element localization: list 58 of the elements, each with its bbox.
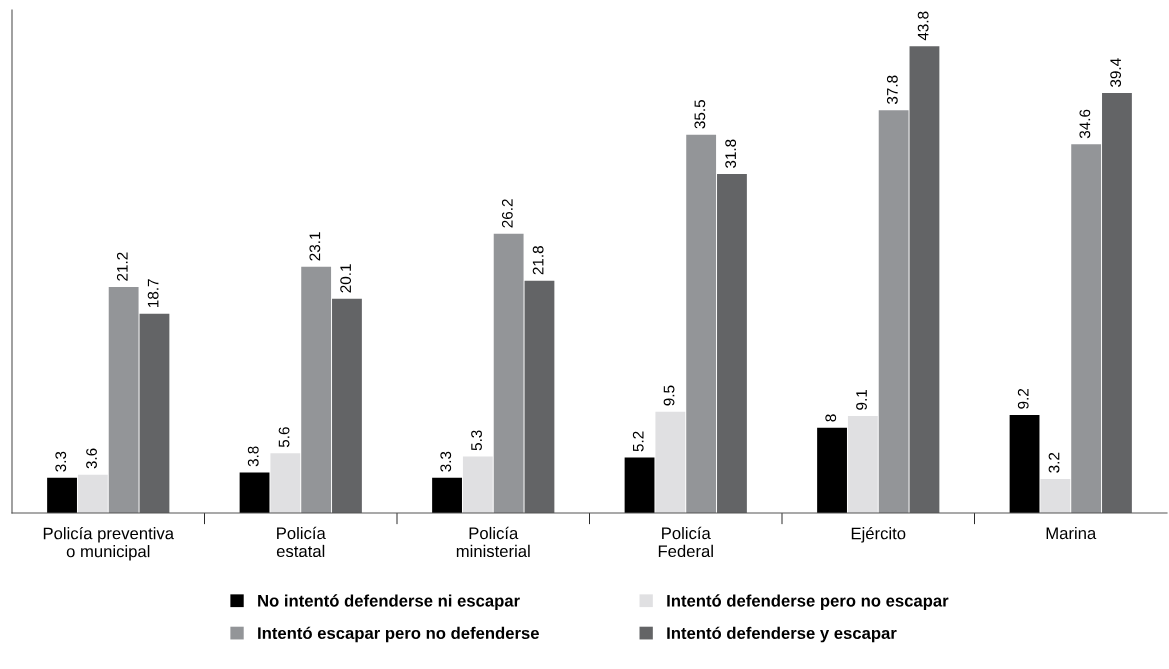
- legend-label: No intentó defenderse ni escapar: [258, 594, 520, 610]
- legend-label: Intentó escapar pero no defenderse: [258, 626, 539, 643]
- data-label: 9.1: [856, 389, 867, 410]
- bar: [493, 233, 524, 513]
- data-label: 34.6: [1079, 109, 1091, 139]
- bar: [77, 474, 108, 513]
- bar: [686, 134, 717, 513]
- data-label: 3.8: [247, 446, 259, 467]
- x-tick-label: Policía preventiva o municipal: [43, 526, 175, 561]
- bar: [332, 298, 362, 513]
- x-tick-label: Policía estatal: [276, 526, 326, 558]
- bar: [1102, 93, 1132, 513]
- data-label: 5.6: [278, 427, 290, 448]
- x-tick-label: Policía Federal: [658, 526, 713, 558]
- bar: [108, 287, 139, 513]
- data-label: 43.8: [917, 11, 929, 41]
- x-tick-label: Ejército: [851, 526, 906, 543]
- bar: [270, 453, 301, 513]
- x-tick-label: Policía ministerial: [456, 526, 530, 558]
- bar: [1071, 144, 1102, 513]
- data-label: 18.7: [147, 279, 159, 307]
- x-tick-label: Marina: [1046, 526, 1097, 540]
- data-label: 3.6: [86, 448, 97, 469]
- data-label: 5.2: [632, 431, 644, 452]
- data-label: 31.8: [725, 139, 737, 168]
- data-label: 3.2: [1048, 452, 1060, 473]
- bar: [239, 472, 270, 513]
- bar: [909, 46, 940, 513]
- bar: [817, 427, 847, 513]
- bar: [432, 477, 462, 513]
- data-label: 26.2: [501, 199, 513, 228]
- bar: [624, 457, 655, 513]
- bar: [139, 313, 170, 513]
- bar: [655, 411, 686, 513]
- data-label: 21.8: [532, 246, 544, 275]
- data-label: 37.8: [886, 75, 898, 105]
- data-label: 3.3: [55, 451, 67, 472]
- data-label: 35.5: [694, 100, 706, 129]
- bar: [717, 174, 747, 513]
- bar: [847, 416, 878, 513]
- legend-label: Intentó defenderse y escapar: [667, 626, 897, 643]
- data-label: 3.3: [440, 451, 452, 472]
- bar: [301, 266, 332, 513]
- data-label: 8: [825, 414, 837, 422]
- data-label: 9.2: [1017, 388, 1029, 409]
- bar: [878, 110, 909, 513]
- bar: [1009, 414, 1040, 513]
- data-label: 9.5: [663, 385, 675, 406]
- data-label: 39.4: [1110, 58, 1122, 87]
- bar: [1040, 478, 1071, 513]
- data-label: 5.3: [471, 430, 482, 451]
- legend-label: Intentó defenderse pero no escapar: [667, 594, 949, 610]
- bar: [47, 477, 77, 513]
- data-label: 20.1: [340, 264, 352, 293]
- bar: [462, 456, 493, 513]
- data-label: 21.2: [116, 252, 128, 281]
- bar: [524, 280, 555, 513]
- data-label: 23.1: [309, 232, 321, 261]
